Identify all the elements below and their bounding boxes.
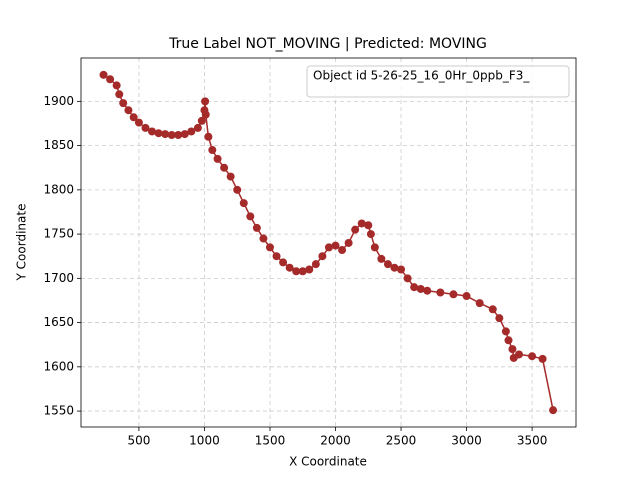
point bbox=[495, 314, 504, 323]
point bbox=[324, 243, 333, 252]
point bbox=[193, 123, 202, 132]
point bbox=[174, 130, 183, 139]
point bbox=[226, 172, 235, 181]
point bbox=[549, 406, 558, 415]
point bbox=[233, 185, 242, 194]
point bbox=[129, 113, 138, 122]
point bbox=[106, 75, 115, 84]
point bbox=[331, 241, 340, 250]
point bbox=[366, 230, 375, 239]
point bbox=[239, 199, 248, 208]
plot-frame bbox=[80, 57, 577, 428]
point bbox=[112, 81, 121, 90]
point bbox=[449, 290, 458, 299]
point bbox=[475, 299, 484, 308]
legend-box bbox=[306, 65, 570, 98]
point bbox=[213, 154, 222, 163]
point bbox=[272, 252, 281, 261]
point bbox=[292, 267, 301, 276]
y-tick-label: 1900 bbox=[43, 94, 74, 108]
point bbox=[338, 246, 347, 255]
x-tick-label: 3500 bbox=[517, 434, 548, 448]
point bbox=[436, 288, 445, 297]
point bbox=[410, 283, 419, 292]
point bbox=[115, 90, 124, 99]
point bbox=[397, 265, 406, 274]
point bbox=[161, 130, 170, 139]
y-tick-label: 1850 bbox=[43, 138, 74, 152]
x-tick-label: 500 bbox=[127, 434, 150, 448]
x-tick-label: 2500 bbox=[386, 434, 417, 448]
point bbox=[390, 263, 399, 272]
point bbox=[197, 116, 206, 125]
point bbox=[99, 70, 108, 79]
x-tick-label: 1000 bbox=[189, 434, 220, 448]
chart-title: True Label NOT_MOVING | Predicted: MOVIN… bbox=[168, 36, 487, 52]
point bbox=[154, 129, 163, 138]
point bbox=[305, 265, 314, 274]
point bbox=[208, 146, 217, 155]
point bbox=[528, 352, 537, 361]
point bbox=[265, 243, 274, 252]
point bbox=[377, 254, 386, 263]
point bbox=[357, 219, 366, 228]
point bbox=[119, 99, 128, 108]
point bbox=[187, 127, 196, 136]
point bbox=[370, 243, 379, 252]
point bbox=[298, 267, 307, 276]
x-tick-label: 3000 bbox=[451, 434, 482, 448]
point bbox=[201, 97, 210, 106]
point bbox=[462, 292, 471, 301]
point bbox=[508, 345, 517, 354]
y-axis-label: Y Coordinate bbox=[15, 204, 29, 282]
legend-label: Object id 5-26-25_16_0Hr_0ppb_F3_ bbox=[313, 69, 530, 83]
point bbox=[364, 221, 373, 230]
y-tick-label: 1750 bbox=[43, 227, 74, 241]
x-tick-label: 1500 bbox=[255, 434, 286, 448]
point bbox=[167, 130, 176, 139]
point bbox=[504, 336, 513, 345]
point bbox=[134, 118, 143, 127]
y-tick-label: 1600 bbox=[43, 359, 74, 373]
point bbox=[318, 252, 327, 261]
point bbox=[514, 350, 523, 359]
point bbox=[416, 284, 425, 293]
series-line bbox=[103, 74, 554, 411]
point bbox=[403, 274, 412, 283]
point bbox=[204, 132, 213, 141]
point bbox=[279, 258, 288, 267]
point bbox=[501, 327, 510, 336]
y-tick-label: 1650 bbox=[43, 315, 74, 329]
point bbox=[383, 260, 392, 269]
point bbox=[259, 234, 268, 243]
point bbox=[180, 130, 189, 139]
y-tick-label: 1700 bbox=[43, 271, 74, 285]
y-tick-label: 1550 bbox=[43, 404, 74, 418]
point bbox=[246, 212, 255, 221]
point bbox=[538, 354, 547, 363]
point bbox=[201, 110, 210, 119]
point bbox=[311, 260, 320, 269]
point bbox=[220, 163, 229, 172]
x-axis-label: X Coordinate bbox=[289, 455, 367, 469]
point bbox=[351, 225, 360, 234]
y-tick-label: 1800 bbox=[43, 182, 74, 196]
x-tick-label: 2000 bbox=[320, 434, 351, 448]
point bbox=[141, 123, 150, 132]
point bbox=[344, 238, 353, 247]
point bbox=[423, 286, 432, 295]
point bbox=[285, 263, 294, 272]
point bbox=[148, 127, 157, 136]
point bbox=[124, 106, 133, 115]
point bbox=[252, 223, 261, 232]
point bbox=[488, 305, 497, 314]
